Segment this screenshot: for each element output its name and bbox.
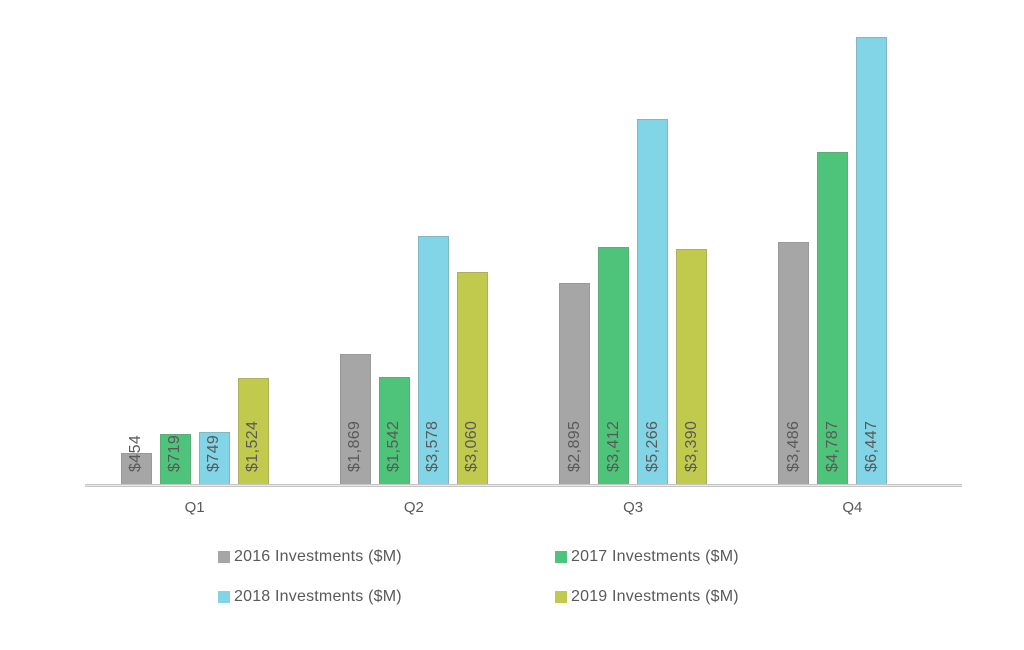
bar-slot-2017-q2: $1,542 bbox=[378, 37, 410, 484]
legend-item-2017: 2017 Investments ($M) bbox=[555, 548, 739, 566]
bar-value-label-2019-q2: $3,060 bbox=[463, 420, 481, 472]
bar-slot-2018-q2: $3,578 bbox=[417, 37, 449, 484]
bar-value-label-2016-q1: $454 bbox=[127, 434, 145, 472]
bar-2017-q1 bbox=[159, 434, 191, 484]
bar-value-label-2016-q4: $3,486 bbox=[784, 420, 802, 472]
bar-2016-q1 bbox=[120, 453, 152, 484]
bar-group-q2: $1,869 $1,542 $3,578 $3,060 bbox=[304, 37, 523, 484]
bar-2017-q3 bbox=[598, 247, 630, 484]
bar-2019-q1 bbox=[237, 378, 269, 484]
bar-slot-2016-q1: $454 bbox=[120, 37, 152, 484]
bar-value-label-2017-q3: $3,412 bbox=[604, 420, 622, 472]
x-axis-label-q3: Q3 bbox=[623, 499, 644, 516]
bar-value-label-2016-q3: $2,895 bbox=[565, 420, 583, 472]
bar-value-label-2019-q3: $3,390 bbox=[682, 420, 700, 472]
bar-value-label-2017-q4: $4,787 bbox=[823, 420, 841, 472]
legend-swatch-2018 bbox=[218, 591, 230, 603]
bar-slot-2018-q3: $5,266 bbox=[637, 37, 669, 484]
bar-value-label-2018-q1: $749 bbox=[205, 434, 223, 472]
bar-value-label-2018-q2: $3,578 bbox=[424, 420, 442, 472]
bar-slot-2019-q2: $3,060 bbox=[456, 37, 488, 484]
bar-2017-q2 bbox=[378, 377, 410, 484]
legend-item-2018: 2018 Investments ($M) bbox=[218, 588, 402, 606]
bar-group-q4: $3,486 $4,787 $6,447 bbox=[743, 37, 962, 484]
legend-label-2016: 2016 Investments ($M) bbox=[234, 548, 402, 565]
legend-swatch-2016 bbox=[218, 551, 230, 563]
legend-label-2018: 2018 Investments ($M) bbox=[234, 588, 402, 605]
bar-2016-q2 bbox=[339, 354, 371, 484]
bar-slot-2017-q1: $719 bbox=[159, 37, 191, 484]
bar-value-label-2018-q3: $5,266 bbox=[643, 420, 661, 472]
bar-2017-q4 bbox=[817, 152, 849, 484]
bar-slot-2019-q4 bbox=[895, 37, 926, 484]
bar-2018-q3 bbox=[637, 119, 669, 484]
bar-value-label-2016-q2: $1,869 bbox=[346, 420, 364, 472]
bar-slot-2018-q4: $6,447 bbox=[856, 37, 888, 484]
bar-2016-q4 bbox=[778, 242, 810, 484]
bar-slot-2019-q1: $1,524 bbox=[237, 37, 269, 484]
legend-item-2019: 2019 Investments ($M) bbox=[555, 588, 739, 606]
bar-2019-q2 bbox=[456, 272, 488, 484]
bar-slot-2016-q3: $2,895 bbox=[559, 37, 591, 484]
x-axis-labels: Q1 Q2 Q3 Q4 bbox=[85, 499, 962, 516]
bar-2018-q2 bbox=[417, 236, 449, 484]
bar-2018-q1 bbox=[198, 432, 230, 484]
legend-label-2019: 2019 Investments ($M) bbox=[571, 588, 739, 605]
bar-2019-q3 bbox=[676, 249, 708, 484]
legend-swatch-2017 bbox=[555, 551, 567, 563]
x-axis-line bbox=[85, 484, 962, 487]
x-axis-label-q4: Q4 bbox=[842, 499, 863, 516]
bar-value-label-2019-q1: $1,524 bbox=[244, 420, 262, 472]
bar-slot-2017-q4: $4,787 bbox=[817, 37, 849, 484]
x-axis-label-q2: Q2 bbox=[403, 499, 424, 516]
bar-slot-2019-q3: $3,390 bbox=[676, 37, 708, 484]
bar-value-label-2017-q2: $1,542 bbox=[385, 420, 403, 472]
bar-slot-2016-q4: $3,486 bbox=[778, 37, 810, 484]
plot-area: $454 $719 $749 $1,524 $1,869 $1,542 $3,578 $3,0… bbox=[85, 37, 962, 484]
bar-slot-2017-q3: $3,412 bbox=[598, 37, 630, 484]
legend-label-2017: 2017 Investments ($M) bbox=[571, 548, 739, 565]
bar-group-q1: $454 $719 $749 $1,524 bbox=[85, 37, 304, 484]
bar-slot-2018-q1: $749 bbox=[198, 37, 230, 484]
bar-slot-2016-q2: $1,869 bbox=[339, 37, 371, 484]
bar-2018-q4 bbox=[856, 37, 888, 484]
bar-2016-q3 bbox=[559, 283, 591, 484]
bar-group-q3: $2,895 $3,412 $5,266 $3,390 bbox=[524, 37, 743, 484]
bar-value-label-2018-q4: $6,447 bbox=[862, 420, 880, 472]
bar-value-label-2017-q1: $719 bbox=[166, 434, 184, 472]
x-axis-label-q1: Q1 bbox=[184, 499, 205, 516]
legend-swatch-2019 bbox=[555, 591, 567, 603]
legend-item-2016: 2016 Investments ($M) bbox=[218, 548, 402, 566]
